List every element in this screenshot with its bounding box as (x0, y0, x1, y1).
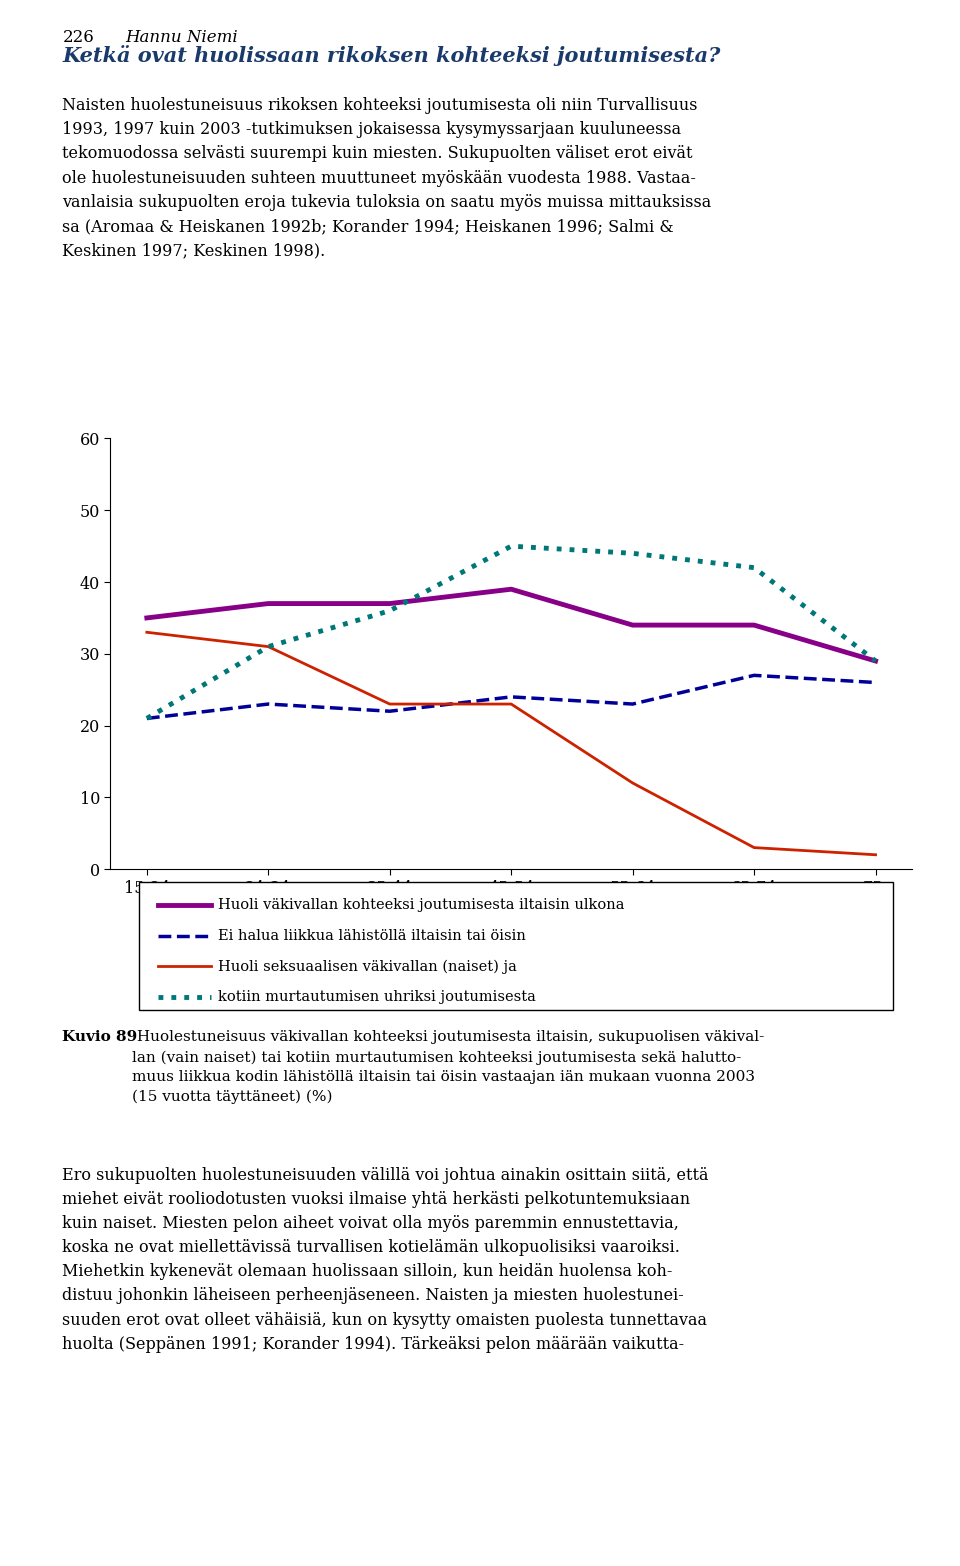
Text: kotiin murtautumisen uhriksi joutumisesta: kotiin murtautumisen uhriksi joutumisest… (218, 990, 537, 1004)
Text: Hannu Niemi: Hannu Niemi (125, 28, 237, 45)
Text: Huoli seksuaalisen väkivallan (naiset) ja: Huoli seksuaalisen väkivallan (naiset) j… (218, 960, 517, 974)
Text: Huoli väkivallan kohteeksi joutumisesta iltaisin ulkona: Huoli väkivallan kohteeksi joutumisesta … (218, 897, 625, 911)
Text: Ei halua liikkua lähistöllä iltaisin tai öisin: Ei halua liikkua lähistöllä iltaisin tai… (218, 929, 526, 943)
Text: 226: 226 (62, 28, 94, 45)
Text: Ketkä ovat huolissaan rikoksen kohteeksi joutumisesta?: Ketkä ovat huolissaan rikoksen kohteeksi… (62, 45, 721, 66)
Text: Huolestuneisuus väkivallan kohteeksi joutumisesta iltaisin, sukupuolisen väkival: Huolestuneisuus väkivallan kohteeksi jou… (132, 1030, 765, 1104)
Text: Kuvio 89: Kuvio 89 (62, 1030, 137, 1045)
Text: Naisten huolestuneisuus rikoksen kohteeksi joutumisesta oli niin Turvallisuus
19: Naisten huolestuneisuus rikoksen kohteek… (62, 97, 711, 258)
Text: Ero sukupuolten huolestuneisuuden välillä voi johtua ainakin osittain siitä, ett: Ero sukupuolten huolestuneisuuden välill… (62, 1167, 708, 1353)
